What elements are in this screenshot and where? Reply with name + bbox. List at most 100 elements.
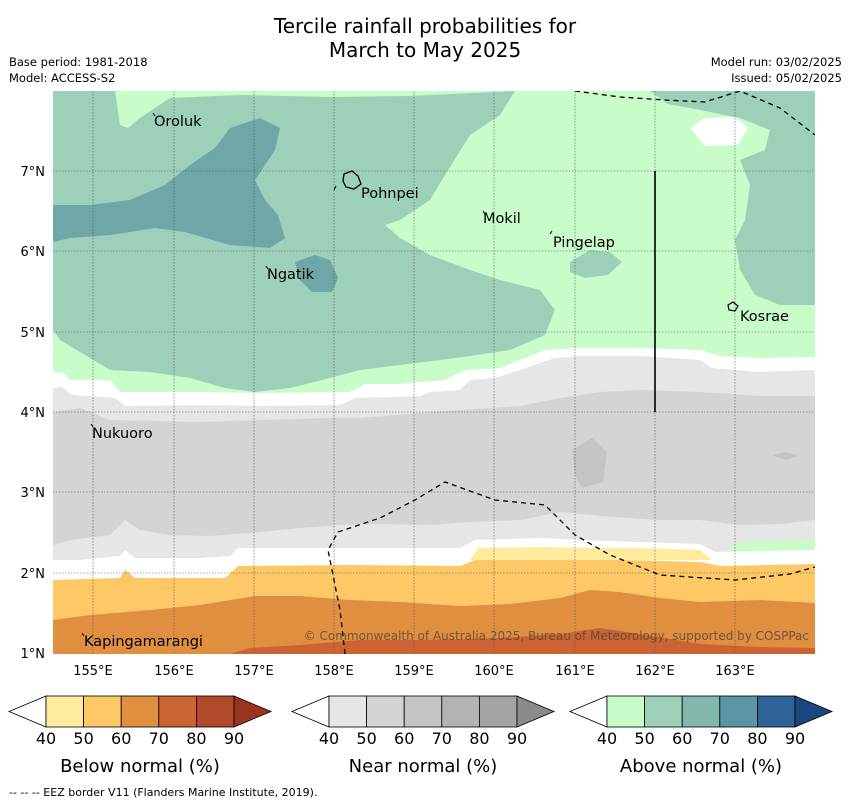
lat-tick: 6°N [21,245,46,260]
colorbar-tick-label: 50 [634,729,654,748]
colorbar-tick-label: 50 [73,729,93,748]
label-ngatik: Ngatik [267,267,315,283]
lon-tick: 158°E [314,664,354,679]
lat-tick: 2°N [21,567,46,582]
colorbar-segment [120,695,160,728]
label-mokil: Mokil [483,211,521,227]
meta-right: Model run: 03/02/2025 Issued: 05/02/2025 [711,54,842,86]
colorbar-tick-label: 90 [224,729,244,748]
lat-tick: 3°N [21,486,46,501]
colorbar-tick-label: 80 [747,729,767,748]
colorbar-segment [441,695,480,728]
kosrae-island-shape [727,301,739,312]
place-labels: Oroluk Pohnpei Mokil Pingelap Ngatik Kos… [84,114,789,650]
colorbar-segment [681,695,721,728]
below-threshold-hole [690,117,748,146]
label-nukuoro: Nukuoro [92,426,153,442]
label-pohnpei: Pohnpei [361,186,419,202]
colorbar-tick-label: 40 [36,729,56,748]
pohnpei-island-shape [342,170,362,190]
colorbar-segment [83,695,122,728]
colorbar-segment [757,695,796,728]
near-normal-60-70-patch [572,438,607,488]
label-pingelap: Pingelap [553,235,615,251]
atoll-markers [81,112,553,637]
colorbar-title: Below normal (%) [60,756,220,777]
near-normal-60-70-patch-2 [772,452,798,460]
colorbar-segment [403,695,443,728]
colorbar-tick-label: 90 [507,729,527,748]
colorbar-near-normal: 40 50 60 70 80 90 Near normal (%) [290,695,556,777]
below-normal-40-50-region [470,547,712,560]
pohnpei-islet [333,185,337,191]
lon-tick: 157°E [234,664,274,679]
lon-tick: 156°E [154,664,194,679]
lon-tick: 162°E [635,664,675,679]
colorbar-extend-high [794,695,834,728]
label-kosrae: Kosrae [740,309,789,325]
base-period: Base period: 1981-2018 [9,55,148,69]
above-normal-50-60-pingelap-region [570,250,622,278]
above-normal-50-60-ne-region [650,91,815,305]
near-normal-50-60-region [53,390,815,545]
colorbar-extend-low [290,695,330,728]
graticule [53,91,815,654]
colorbar-tick-label: 80 [469,729,489,748]
colorbar-tick-label: 70 [710,729,730,748]
colorbar-segment [158,695,197,728]
colorbar-title: Near normal (%) [349,756,498,777]
chart-title: Tercile rainfall probabilities for March… [0,14,850,62]
lat-tick: 4°N [21,406,46,421]
colorbar-segment [644,695,683,728]
lon-tick: 155°E [73,664,113,679]
colorbar-segment [195,695,235,728]
lon-tick: 163°E [715,664,755,679]
lon-tick: 161°E [555,664,595,679]
colorbar-segment [366,695,405,728]
colorbar-segment [45,695,84,728]
title-line-2: March to May 2025 [328,38,522,62]
lon-axis-labels: 155°E 156°E 157°E 158°E 159°E 160°E 161°… [73,664,755,679]
lat-axis-labels: 7°N 6°N 5°N 4°N 3°N 2°N 1°N [21,165,46,662]
colorbar-tick-label: 40 [319,729,339,748]
eez-footnote: -- -- -- EEZ border V11 (Flanders Marine… [9,786,318,799]
label-kapingamarangi: Kapingamarangi [84,634,203,650]
map-area: Oroluk Pohnpei Mokil Pingelap Ngatik Kos… [53,91,815,654]
colorbar-tick-label: 70 [149,729,169,748]
lat-tick: 1°N [21,647,46,662]
colorbar-segment [328,695,367,728]
issued-date: Issued: 05/02/2025 [731,71,842,85]
colorbar-tick-label: 60 [672,729,692,748]
colorbar-tick-label: 90 [785,729,805,748]
colorbar-tick-label: 60 [111,729,131,748]
above-normal-50-60-region [53,91,555,392]
lon-tick: 159°E [394,664,434,679]
colorbar-segment [606,695,645,728]
above-normal-60-70-ngatik-region [295,255,338,292]
colorbar-tick-label: 70 [432,729,452,748]
colorbar-extend-low [568,695,608,728]
lon-tick: 160°E [474,664,514,679]
colorbar-segment [719,695,758,728]
colorbar-tick-label: 50 [356,729,376,748]
title-line-1: Tercile rainfall probabilities for [273,14,577,38]
model-name: Model: ACCESS-S2 [9,71,116,85]
meta-left: Base period: 1981-2018 Model: ACCESS-S2 [9,54,148,86]
colorbar-extend-high [516,695,556,728]
colorbar-segment [478,695,518,728]
lat-tick: 5°N [21,326,46,341]
colorbar-tick-label: 80 [186,729,206,748]
colorbar-tick-label: 40 [597,729,617,748]
eez-border [327,91,815,654]
above-normal-60-70-region [53,118,285,248]
colorbar-extend-high [233,695,273,728]
colorbar-tick-label: 60 [394,729,414,748]
copyright-notice: © Commonwealth of Australia 2025, Bureau… [304,629,809,643]
colorbar-extend-low [7,695,47,728]
below-normal-70-80-region [230,628,815,654]
colorbar-title: Above normal (%) [620,756,782,777]
label-oroluk: Oroluk [154,114,202,130]
